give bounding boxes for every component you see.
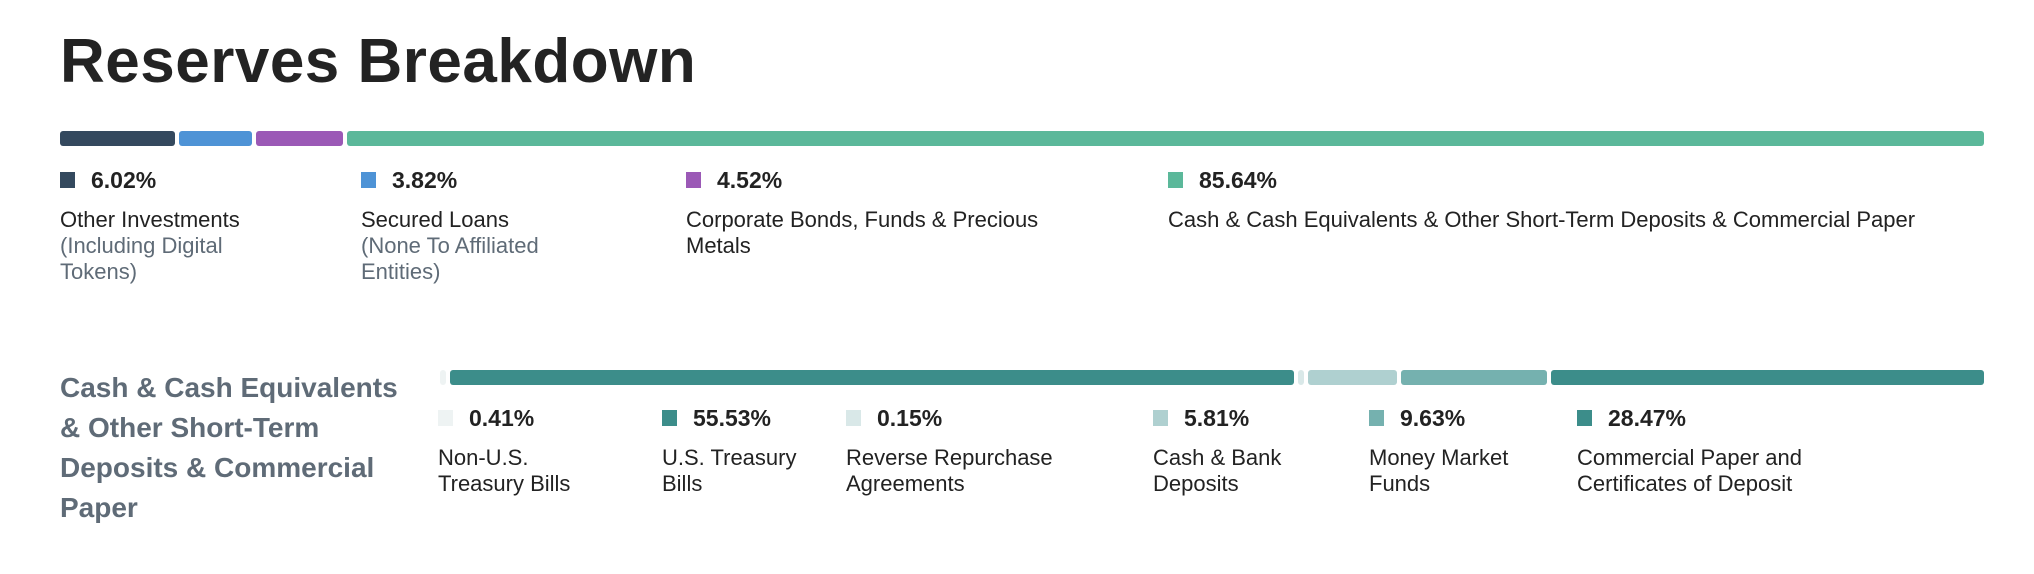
legend-label: Secured Loans (361, 207, 509, 232)
legend-label: U.S. Treasury Bills (662, 445, 797, 496)
page-title: Reserves Breakdown (60, 27, 697, 96)
legend-swatch (1153, 410, 1168, 426)
legend-label: Reverse Repurchase Agreements (846, 445, 1053, 496)
legend-item-commercial-paper-and-certificates-of-deposit: 28.47% Commercial Paper and Certificates … (1577, 405, 1877, 497)
legend-swatch (686, 172, 701, 188)
legend-swatch (1577, 410, 1592, 426)
cash-equivalents-title: Cash & Cash Equivalents & Other Short-Te… (60, 372, 398, 523)
legend-label: Corporate Bonds, Funds & Precious Metals (686, 207, 1039, 258)
bar-segment-other-investments (60, 131, 176, 146)
data-label-percent: 5.81% (1184, 404, 1250, 431)
legend-swatch (662, 410, 677, 426)
data-label-percent: 6.02% (91, 166, 157, 193)
legend-item-reverse-repurchase-agreements: 0.15% Reverse Repurchase Agreements (846, 405, 1116, 497)
legend-swatch (1168, 172, 1183, 188)
legend-label: Money Market Funds (1369, 445, 1509, 496)
legend-label: Non-U.S. Treasury Bills (438, 445, 571, 496)
bar-segment-corporate-bonds-funds-precious-metals (256, 131, 343, 146)
bar-segment-money-market-funds (1400, 370, 1548, 385)
bar-segment-cash-cash-equivalents-other-short-term-deposits-commercial-paper (346, 131, 1984, 146)
legend-item-cash-cash-equivalents-other-short-term-deposits-commercial-paper: 85.64% Cash & Cash Equivalents & Other Sh… (1168, 167, 1928, 233)
bar-segment-non-u-s-treasury-bills (440, 370, 447, 385)
legend-item-cash-bank-deposits: 5.81% Cash & Bank Deposits (1153, 405, 1333, 497)
legend-item-other-investments: 6.02% Other Investments (Including Digital… (60, 167, 300, 285)
legend-label: Other Investments (60, 207, 240, 232)
legend-item-secured-loans: 3.82% Secured Loans (None To Affiliated En… (361, 167, 621, 285)
data-label-percent: 28.47% (1608, 404, 1687, 431)
data-label-percent: 0.41% (469, 404, 535, 431)
bar-segment-secured-loans (179, 131, 253, 146)
legend-swatch (846, 410, 861, 426)
data-label-percent: 4.52% (717, 166, 783, 193)
data-label-percent: 55.53% (693, 404, 772, 431)
legend-item-non-u-s-treasury-bills: 0.41% Non-U.S. Treasury Bills (438, 405, 618, 497)
legend-item-u-s-treasury-bills: 55.53% U.S. Treasury Bills (662, 405, 832, 497)
legend-swatch (1369, 410, 1384, 426)
legend-item-corporate-bonds-funds-precious-metals: 4.52% Corporate Bonds, Funds & Precious M… (686, 167, 1106, 259)
data-label-percent: 85.64% (1199, 166, 1278, 193)
legend-item-money-market-funds: 9.63% Money Market Funds (1369, 405, 1549, 497)
legend-swatch (361, 172, 376, 188)
legend-swatch (438, 410, 453, 426)
legend-sublabel: (Including Digital Tokens) (60, 233, 223, 284)
legend-label: Cash & Bank Deposits (1153, 445, 1282, 496)
bar-segment-u-s-treasury-bills (450, 370, 1295, 385)
data-label-percent: 9.63% (1400, 404, 1466, 431)
legend-label: Cash & Cash Equivalents & Other Short-Te… (1168, 207, 1916, 232)
legend-label: Commercial Paper and Certificates of Dep… (1577, 445, 1802, 496)
data-label-percent: 0.15% (877, 404, 943, 431)
bar-segment-cash-bank-deposits (1308, 370, 1397, 385)
bar-segment-commercial-paper-and-certificates-of-deposit (1551, 370, 1984, 385)
legend-swatch (60, 172, 75, 188)
data-label-percent: 3.82% (392, 166, 458, 193)
bar-segment-reverse-repurchase-agreements (1298, 370, 1305, 385)
legend-sublabel: (None To Affiliated Entities) (361, 233, 539, 284)
